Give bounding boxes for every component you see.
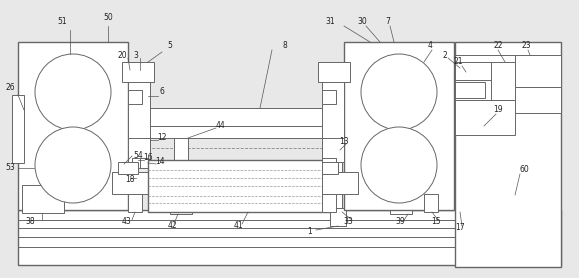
Text: 43: 43 (121, 217, 131, 227)
Bar (132, 158, 146, 168)
Bar (18, 42, 128, 210)
Bar (148, 160, 340, 212)
Circle shape (35, 127, 111, 203)
Text: 2: 2 (442, 51, 448, 59)
Bar (455, 82, 485, 98)
Text: 23: 23 (521, 41, 531, 51)
Bar (128, 138, 150, 162)
Text: 12: 12 (157, 133, 167, 143)
Text: 17: 17 (455, 224, 465, 232)
Bar (322, 172, 358, 194)
Bar (322, 90, 336, 104)
Text: 18: 18 (125, 175, 135, 185)
Text: 39: 39 (395, 217, 405, 227)
Bar (390, 208, 412, 214)
Circle shape (361, 127, 437, 203)
Text: 3: 3 (134, 51, 138, 59)
Bar (491, 62, 515, 100)
Bar (394, 138, 408, 210)
Text: 7: 7 (386, 18, 390, 26)
Text: 20: 20 (117, 51, 127, 59)
Bar (455, 100, 515, 135)
Bar (344, 42, 454, 210)
Text: 41: 41 (233, 222, 243, 230)
Bar (140, 158, 148, 168)
Text: 26: 26 (5, 83, 15, 93)
Text: 22: 22 (493, 41, 503, 51)
Bar (322, 194, 336, 212)
Bar (128, 70, 150, 158)
Bar (174, 138, 188, 210)
Text: 19: 19 (493, 105, 503, 115)
Text: 44: 44 (215, 120, 225, 130)
Bar (170, 208, 192, 214)
Text: 50: 50 (103, 14, 113, 23)
Text: 21: 21 (453, 58, 463, 66)
Bar (322, 70, 344, 158)
Bar (112, 172, 148, 194)
Text: 42: 42 (167, 222, 177, 230)
Bar (18, 210, 561, 265)
Bar (130, 108, 448, 126)
Text: 30: 30 (357, 18, 367, 26)
Text: 14: 14 (155, 158, 165, 167)
Bar (130, 126, 448, 138)
Bar (322, 138, 344, 162)
Text: 15: 15 (431, 217, 441, 227)
Text: 16: 16 (143, 153, 153, 163)
Text: 13: 13 (339, 138, 349, 147)
Text: 5: 5 (167, 41, 173, 51)
Bar (330, 208, 346, 226)
Bar (122, 62, 154, 82)
Bar (454, 95, 466, 163)
Circle shape (35, 54, 111, 130)
Text: 1: 1 (307, 227, 313, 237)
Text: 8: 8 (283, 41, 287, 49)
Text: 4: 4 (427, 41, 433, 51)
Bar (455, 62, 491, 80)
Bar (515, 87, 561, 113)
Text: 33: 33 (343, 217, 353, 227)
Bar (118, 162, 138, 174)
Text: 53: 53 (5, 163, 15, 173)
Bar (318, 62, 350, 82)
Text: 54: 54 (133, 150, 143, 160)
Bar (322, 162, 338, 174)
Circle shape (361, 54, 437, 130)
Bar (455, 55, 515, 100)
Bar (128, 194, 142, 212)
Bar (455, 42, 561, 267)
Bar (322, 158, 336, 168)
Text: 38: 38 (25, 217, 35, 227)
Bar (515, 55, 561, 87)
Bar (334, 160, 342, 208)
Text: 51: 51 (57, 18, 67, 26)
Text: 31: 31 (325, 18, 335, 26)
Bar (12, 95, 24, 163)
Bar (424, 194, 438, 212)
Bar (128, 90, 142, 104)
Text: 6: 6 (160, 88, 164, 96)
Text: 60: 60 (519, 165, 529, 175)
Bar (22, 185, 64, 213)
